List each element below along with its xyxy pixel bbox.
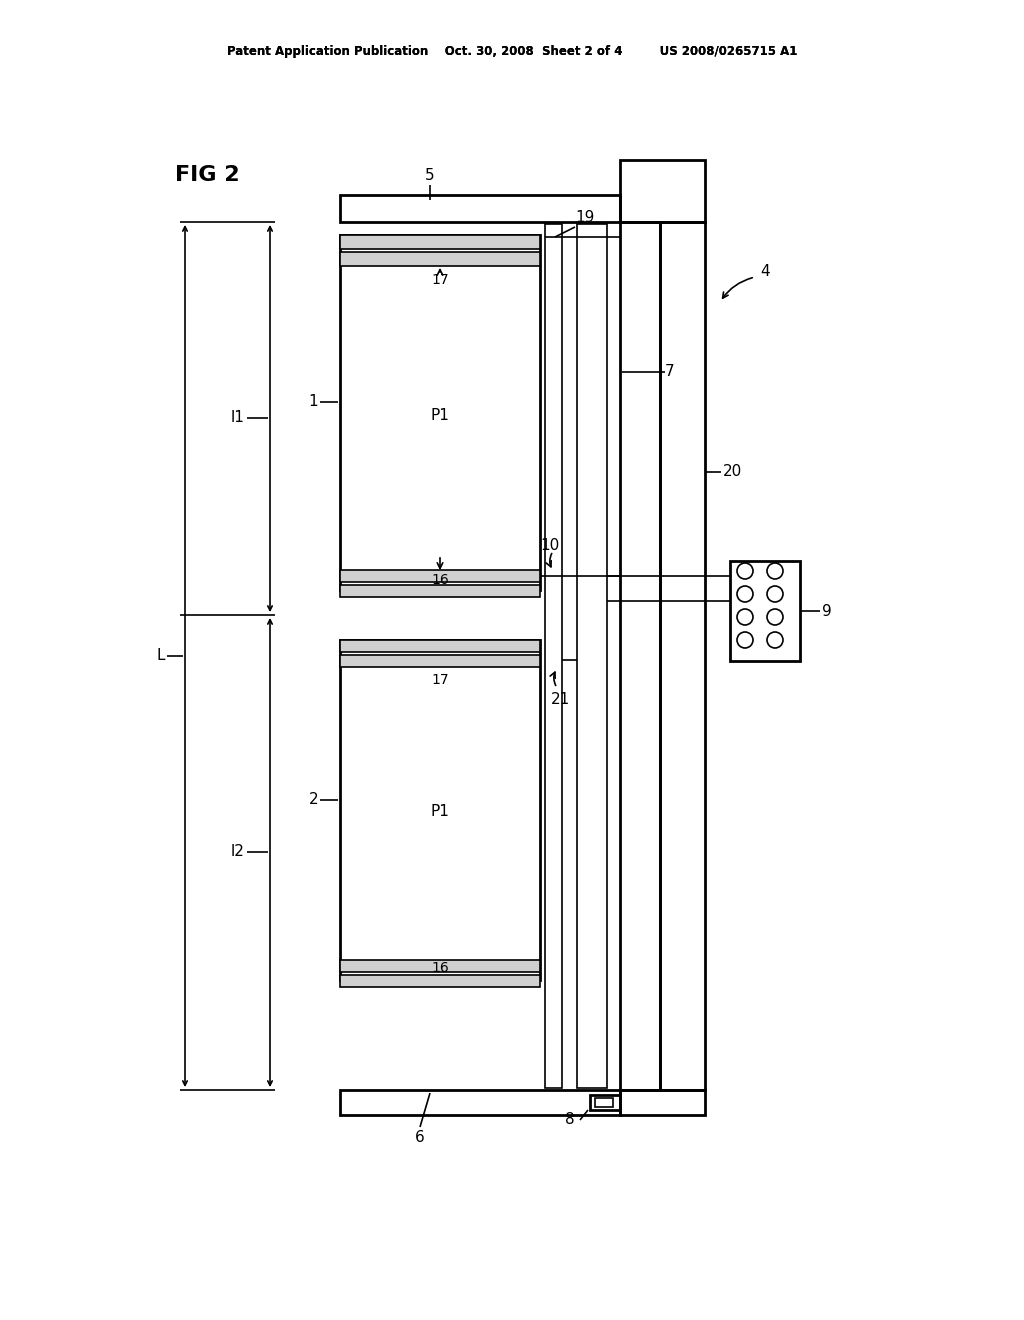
Bar (340, 975, 540, 987)
Text: 8: 8 (565, 1113, 574, 1127)
Bar (545, 224, 562, 1088)
Text: P1: P1 (430, 408, 450, 422)
Bar (340, 655, 540, 667)
Bar (340, 235, 540, 249)
Text: FIG 2: FIG 2 (175, 165, 240, 185)
Text: 17: 17 (431, 273, 449, 286)
Text: 6: 6 (415, 1130, 425, 1144)
Bar (340, 585, 540, 597)
Text: 10: 10 (541, 539, 560, 553)
Text: l1: l1 (231, 411, 245, 425)
Bar (340, 570, 540, 582)
Bar (340, 195, 620, 222)
Bar (340, 235, 540, 590)
Bar (730, 561, 800, 661)
Text: 16: 16 (431, 961, 449, 975)
Text: Patent Application Publication    Oct. 30, 2008  Sheet 2 of 4         US 2008/02: Patent Application Publication Oct. 30, … (226, 45, 798, 58)
Bar (620, 1090, 705, 1115)
Bar (590, 1096, 620, 1110)
Bar (620, 160, 705, 222)
Text: 2: 2 (308, 792, 318, 808)
Bar (340, 640, 540, 979)
Text: 19: 19 (575, 210, 595, 224)
Text: P1: P1 (430, 804, 450, 820)
Bar (340, 1090, 620, 1115)
Text: 16: 16 (431, 573, 449, 587)
Text: 5: 5 (425, 168, 435, 182)
Bar (577, 224, 607, 1088)
Text: 21: 21 (550, 693, 569, 708)
Bar (620, 222, 660, 1090)
Text: l2: l2 (231, 845, 245, 859)
Bar (340, 960, 540, 972)
Text: 1: 1 (308, 395, 318, 409)
Text: Patent Application Publication    Oct. 30, 2008  Sheet 2 of 4         US 2008/02: Patent Application Publication Oct. 30, … (226, 45, 798, 58)
Bar (340, 640, 540, 652)
Text: 4: 4 (760, 264, 770, 280)
Text: 17: 17 (431, 673, 449, 686)
Text: L: L (157, 648, 165, 664)
Text: 7: 7 (665, 364, 675, 380)
Text: 9: 9 (822, 603, 831, 619)
Bar (660, 222, 705, 1090)
Bar (340, 252, 540, 267)
Bar (595, 1098, 613, 1107)
Text: 20: 20 (723, 465, 742, 479)
